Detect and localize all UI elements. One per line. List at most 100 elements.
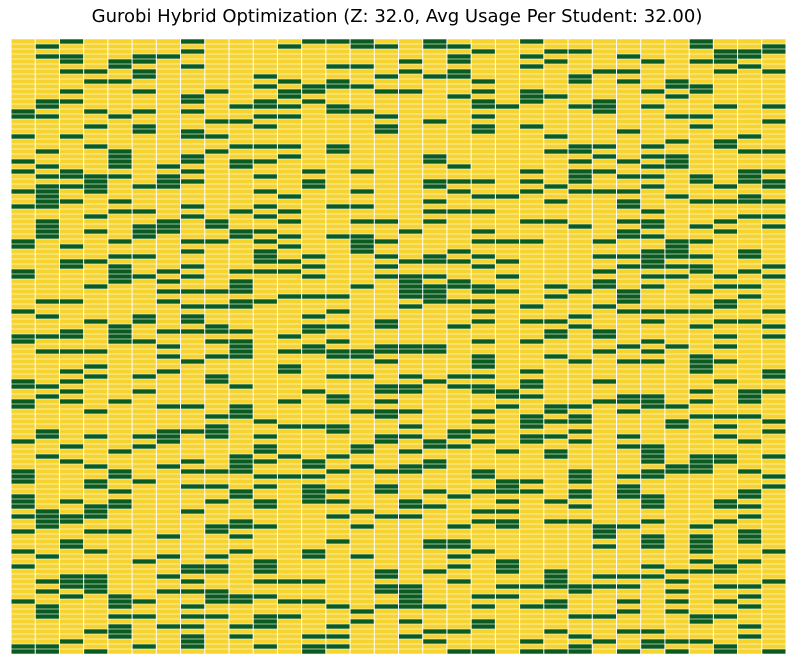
heatmap-cell: [205, 134, 229, 139]
heatmap-cell: [132, 379, 156, 384]
heatmap-cell: [181, 524, 205, 529]
heatmap-cell: [350, 644, 374, 649]
heatmap-cell: [616, 314, 641, 319]
heatmap-cell: [495, 454, 520, 459]
heatmap-cell: [253, 424, 277, 429]
heatmap-cell: [35, 79, 59, 84]
heatmap-cell: [277, 639, 302, 644]
heatmap-cell: [641, 394, 665, 399]
heatmap-cell: [520, 494, 544, 499]
heatmap-cell: [132, 584, 156, 589]
heatmap-cell: [665, 219, 689, 224]
heatmap-cell: [156, 189, 181, 194]
heatmap-cell: [156, 399, 181, 404]
heatmap-cell: [495, 534, 520, 539]
heatmap-cell: [738, 209, 762, 214]
heatmap-cell: [108, 539, 132, 544]
heatmap-cell: [471, 279, 495, 284]
heatmap-cell: [132, 529, 156, 534]
heatmap-cell: [762, 99, 786, 104]
heatmap-cell: [277, 104, 302, 109]
heatmap-cell: [84, 219, 108, 224]
heatmap-cell: [738, 89, 762, 94]
heatmap-cell: [520, 619, 544, 624]
heatmap-cell: [84, 489, 108, 494]
heatmap-cell: [544, 139, 568, 144]
heatmap-cell: [665, 84, 689, 89]
heatmap-cell: [471, 614, 495, 619]
heatmap-cell: [399, 169, 423, 174]
heatmap-cell: [108, 184, 132, 189]
heatmap-cell: [592, 404, 616, 409]
heatmap-cell: [84, 134, 108, 139]
heatmap-cell: [326, 314, 350, 319]
heatmap-cell: [108, 644, 132, 649]
heatmap-cell: [205, 534, 229, 539]
heatmap-cell: [616, 89, 641, 94]
heatmap-cell: [544, 189, 568, 194]
heatmap-cell: [350, 119, 374, 124]
heatmap-cell: [59, 479, 84, 484]
heatmap-cell: [59, 124, 84, 129]
heatmap-cell: [156, 439, 181, 444]
heatmap-cell: [35, 104, 59, 109]
heatmap-cell: [11, 539, 35, 544]
heatmap-cell: [423, 114, 447, 119]
heatmap-cell: [641, 364, 665, 369]
heatmap-cell: [592, 499, 616, 504]
heatmap-cell: [253, 39, 277, 44]
heatmap-cell: [132, 554, 156, 559]
heatmap-cell: [156, 404, 181, 409]
heatmap-cell: [229, 289, 253, 294]
heatmap-cell: [132, 404, 156, 409]
heatmap-cell: [592, 369, 616, 374]
heatmap-cell: [132, 424, 156, 429]
heatmap-cell: [665, 329, 689, 334]
heatmap-cell: [205, 389, 229, 394]
heatmap-cell: [326, 564, 350, 569]
heatmap-cell: [520, 79, 544, 84]
heatmap-cell: [713, 394, 738, 399]
heatmap-cell: [229, 59, 253, 64]
heatmap-cell: [641, 484, 665, 489]
heatmap-cell: [495, 304, 520, 309]
heatmap-cell: [374, 219, 398, 224]
heatmap-cell: [447, 519, 471, 524]
heatmap-cell: [447, 474, 471, 479]
heatmap-cell: [326, 294, 350, 299]
heatmap-cell: [616, 509, 641, 514]
heatmap-cell: [568, 289, 592, 294]
heatmap-cell: [326, 444, 350, 449]
heatmap-cell: [11, 119, 35, 124]
heatmap-cell: [568, 549, 592, 554]
heatmap-cell: [253, 89, 277, 94]
heatmap-cell: [738, 284, 762, 289]
heatmap-cell: [374, 294, 398, 299]
heatmap-cell: [592, 454, 616, 459]
heatmap-cell: [302, 509, 326, 514]
heatmap-cell: [713, 114, 738, 119]
heatmap-cell: [447, 444, 471, 449]
heatmap-cell: [205, 594, 229, 599]
heatmap-cell: [665, 264, 689, 269]
heatmap-cell: [738, 394, 762, 399]
heatmap-cell: [665, 529, 689, 534]
heatmap-cell: [326, 374, 350, 379]
heatmap-cell: [205, 124, 229, 129]
heatmap-cell: [108, 129, 132, 134]
heatmap-cell: [205, 604, 229, 609]
heatmap-cell: [738, 584, 762, 589]
heatmap-cell: [326, 94, 350, 99]
heatmap-cell: [181, 244, 205, 249]
heatmap-cell: [350, 234, 374, 239]
heatmap-cell: [181, 584, 205, 589]
heatmap-cell: [11, 569, 35, 574]
heatmap-cell: [350, 289, 374, 294]
heatmap-cell: [471, 224, 495, 229]
heatmap-cell: [568, 404, 592, 409]
heatmap-cell: [374, 479, 398, 484]
heatmap-cell: [108, 589, 132, 594]
heatmap-cell: [132, 544, 156, 549]
heatmap-cell: [229, 164, 253, 169]
heatmap-cell: [326, 189, 350, 194]
